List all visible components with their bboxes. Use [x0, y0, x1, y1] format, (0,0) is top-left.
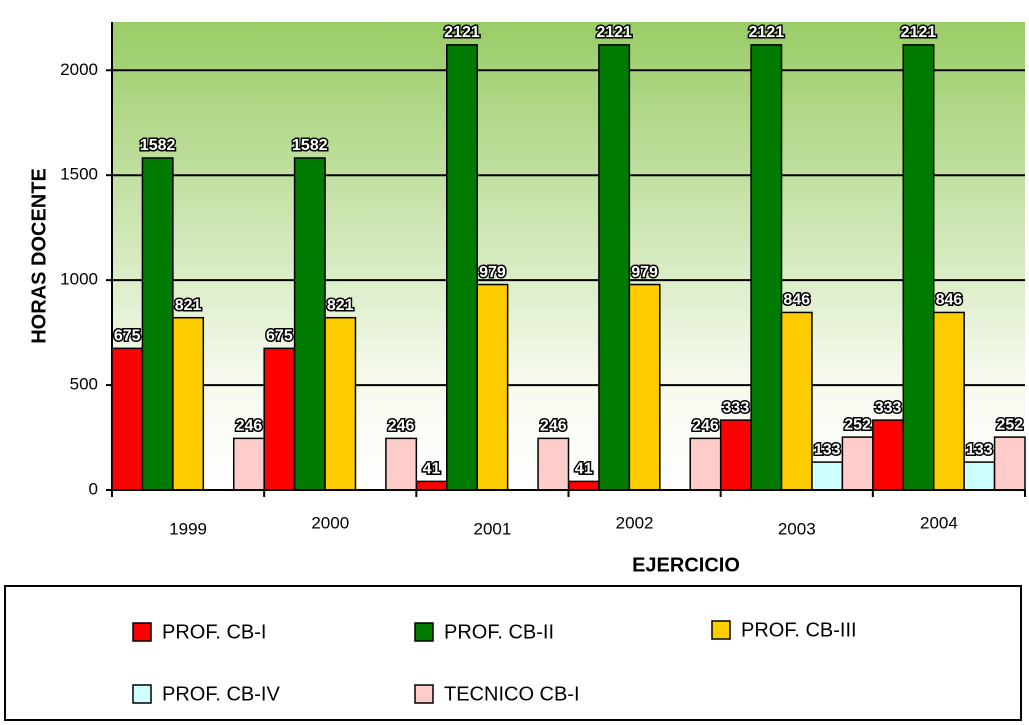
bar	[415, 480, 448, 491]
data-label: 133	[966, 441, 993, 458]
data-label: 252	[844, 416, 871, 433]
data-label: 2121	[901, 24, 937, 41]
data-label: 133	[814, 441, 841, 458]
data-label: 846	[783, 292, 810, 309]
data-label: 41	[423, 461, 441, 478]
bar	[537, 437, 570, 491]
legend-swatch	[132, 622, 152, 642]
bar	[598, 44, 631, 491]
legend-label: PROF. CB-II	[444, 621, 554, 643]
bar	[872, 419, 905, 491]
bar	[689, 437, 722, 491]
x-tick-label: 2000	[311, 513, 349, 532]
data-label: 821	[175, 297, 202, 314]
bar	[446, 44, 478, 491]
bar	[932, 311, 965, 491]
data-label: 2121	[749, 24, 785, 41]
data-label: 246	[692, 418, 719, 435]
bar	[811, 461, 844, 491]
y-tick-label: 0	[89, 479, 98, 498]
data-label: 846	[936, 292, 963, 309]
bar	[628, 283, 661, 491]
bar	[993, 436, 1026, 491]
data-label: 2121	[444, 24, 480, 41]
legend-label: PROF. CB-III	[741, 619, 857, 641]
x-tick-label: 2002	[616, 513, 654, 532]
legend-swatch	[711, 620, 731, 640]
y-tick-label: 2000	[60, 60, 98, 79]
data-label: 252	[996, 416, 1023, 433]
data-label: 1582	[292, 137, 328, 154]
legend-swatch	[414, 684, 434, 704]
data-label: 675	[266, 328, 293, 345]
legend-label: TECNICO CB-I	[444, 683, 580, 705]
legend-box	[4, 585, 1022, 721]
y-tick-label: 1000	[60, 270, 98, 289]
x-tick-label: 2003	[778, 519, 816, 538]
x-tick-label: 2001	[474, 519, 512, 538]
legend-swatch	[414, 622, 434, 642]
y-tick-label: 1500	[60, 165, 98, 184]
x-axis-label: EJERCICIO	[632, 554, 740, 576]
bar	[385, 437, 418, 491]
data-label: 979	[479, 264, 506, 281]
bar	[902, 44, 935, 491]
bar	[963, 461, 996, 491]
y-axis-label: HORAS DOCENTE	[28, 168, 50, 344]
bar	[293, 157, 326, 491]
data-label: 821	[327, 297, 354, 314]
data-label: 246	[236, 418, 263, 435]
data-label: 675	[114, 328, 141, 345]
bar	[111, 347, 144, 491]
data-label: 333	[875, 399, 902, 416]
bar	[232, 437, 265, 491]
bar	[172, 316, 205, 491]
data-label: 1582	[140, 137, 176, 154]
legend-label: PROF. CB-I	[162, 621, 266, 643]
bar	[719, 419, 752, 491]
bar	[263, 347, 296, 491]
bar	[567, 480, 600, 491]
bar	[750, 44, 783, 491]
x-tick-label: 1999	[169, 519, 207, 538]
x-tick-label: 2004	[920, 513, 958, 532]
data-label: 2121	[596, 24, 632, 41]
data-label: 333	[723, 399, 750, 416]
bar	[324, 316, 357, 491]
data-label: 979	[631, 264, 658, 281]
bar	[780, 311, 813, 491]
bar	[476, 283, 509, 491]
data-label: 41	[575, 461, 593, 478]
bar	[841, 436, 874, 491]
legend-swatch	[132, 684, 152, 704]
bar	[141, 157, 174, 491]
y-tick-label: 500	[70, 375, 98, 394]
data-label: 246	[388, 418, 415, 435]
data-label: 246	[540, 418, 567, 435]
legend-label: PROF. CB-IV	[162, 683, 280, 705]
